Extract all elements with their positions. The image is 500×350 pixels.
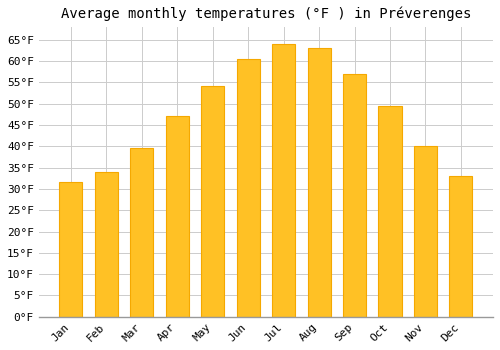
Bar [201,86,224,317]
Bar [166,116,189,317]
Bar [450,176,472,317]
Bar [130,148,154,317]
Bar [272,44,295,317]
Bar [414,146,437,317]
Title: Average monthly temperatures (°F ) in Préverenges: Average monthly temperatures (°F ) in Pr… [60,7,471,21]
Bar [236,59,260,317]
Bar [343,74,366,317]
Bar [95,172,118,317]
Bar [378,106,402,317]
Bar [308,48,330,317]
Bar [60,182,82,317]
